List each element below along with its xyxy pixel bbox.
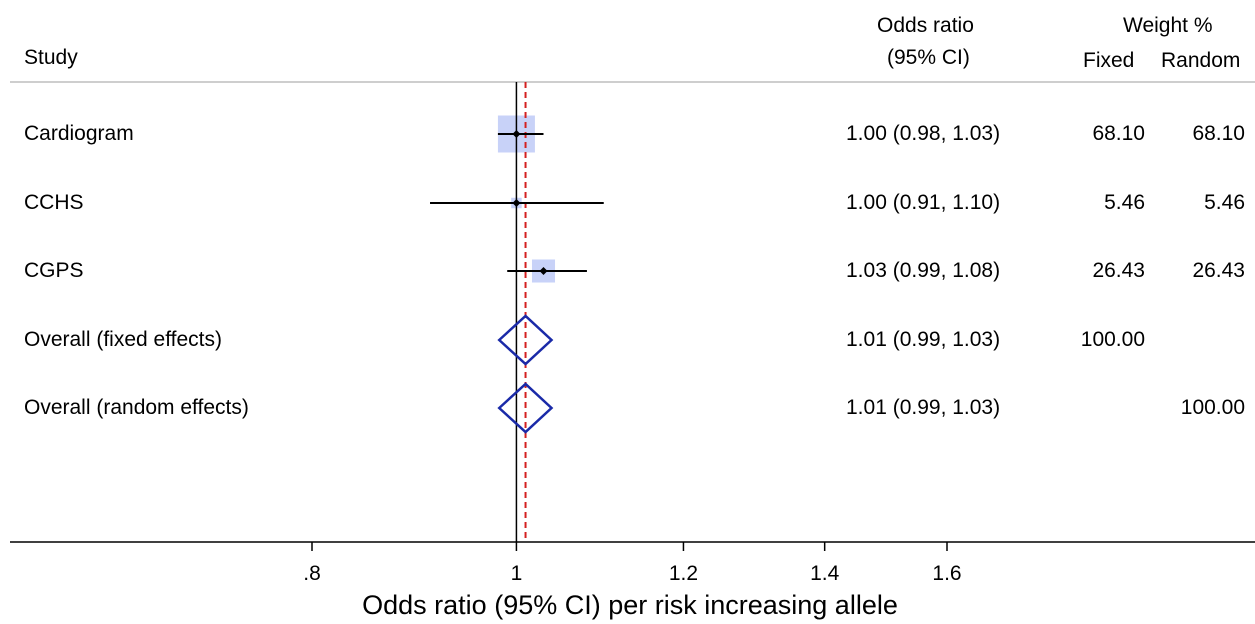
weight-fixed: 100.00 bbox=[1080, 328, 1145, 351]
header-random: Random bbox=[1161, 49, 1241, 72]
header-ci: (95% CI) bbox=[887, 46, 970, 69]
x-tick-label: .8 bbox=[303, 562, 321, 585]
weight-random: 68.10 bbox=[1192, 122, 1245, 145]
study-name: CCHS bbox=[24, 191, 84, 214]
weight-fixed: 5.46 bbox=[1104, 191, 1145, 214]
x-axis-title: Odds ratio (95% CI) per risk increasing … bbox=[362, 590, 898, 620]
x-tick-label: 1.6 bbox=[932, 562, 961, 585]
point-estimate bbox=[539, 267, 548, 275]
header-odds-ratio: Odds ratio bbox=[877, 14, 974, 37]
x-tick-label: 1 bbox=[511, 562, 523, 585]
ci-text: 1.00 (0.91, 1.10) bbox=[846, 191, 1001, 214]
study-name: Overall (random effects) bbox=[24, 396, 249, 419]
ci-text: 1.01 (0.99, 1.03) bbox=[846, 328, 1001, 351]
point-estimate bbox=[512, 199, 521, 207]
weight-random: 100.00 bbox=[1180, 396, 1245, 419]
x-tick-label: 1.4 bbox=[810, 562, 840, 585]
header-fixed: Fixed bbox=[1083, 49, 1135, 72]
weight-fixed: 26.43 bbox=[1092, 259, 1145, 282]
study-name: Overall (fixed effects) bbox=[24, 328, 223, 351]
weight-random: 26.43 bbox=[1192, 259, 1245, 282]
header-study: Study bbox=[24, 46, 78, 69]
weight-random: 5.46 bbox=[1204, 191, 1245, 214]
ci-text: 1.03 (0.99, 1.08) bbox=[846, 259, 1001, 282]
x-tick-label: 1.2 bbox=[669, 562, 698, 585]
overall-diamond bbox=[497, 314, 554, 366]
ci-text: 1.00 (0.98, 1.03) bbox=[846, 122, 1001, 145]
study-name: Cardiogram bbox=[24, 122, 134, 145]
overall-diamond bbox=[497, 382, 554, 434]
header-weight: Weight % bbox=[1123, 14, 1213, 37]
point-estimate bbox=[512, 130, 521, 138]
ci-text: 1.01 (0.99, 1.03) bbox=[846, 396, 1001, 419]
study-name: CGPS bbox=[24, 259, 84, 282]
weight-fixed: 68.10 bbox=[1092, 122, 1145, 145]
